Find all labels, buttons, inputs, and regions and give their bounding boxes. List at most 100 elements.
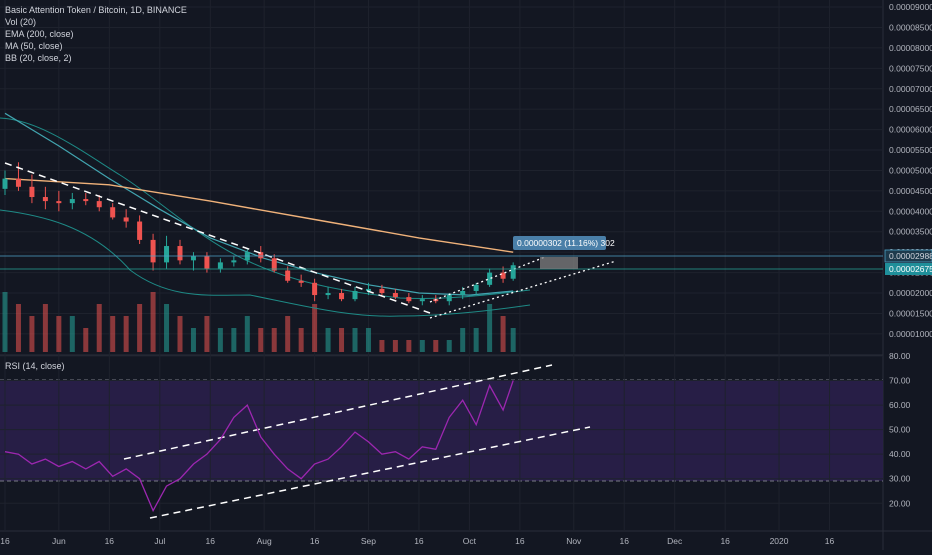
price-tick-label: 0.00005500 bbox=[889, 145, 932, 155]
last-price-tag bbox=[885, 263, 932, 275]
candle-body bbox=[56, 201, 62, 204]
trendline-channel-upper[interactable] bbox=[429, 256, 546, 303]
volume-bar bbox=[473, 328, 479, 352]
price-tick-label: 0.00008000 bbox=[889, 43, 932, 53]
candle-body bbox=[379, 288, 385, 294]
volume-series bbox=[2, 292, 516, 352]
price-tick-label: 0.00007000 bbox=[889, 84, 932, 94]
legend-volume[interactable]: Vol (20) bbox=[5, 17, 37, 27]
time-tick-label: Jun bbox=[52, 536, 66, 546]
time-axis[interactable]: 16 Jun 16 Jul 16 Aug 16 Sep 16 Oct 16 Nov 16 Dec 16 202… bbox=[0, 536, 834, 546]
candle-body bbox=[190, 256, 196, 261]
measure-box[interactable] bbox=[540, 257, 578, 269]
legend-bb[interactable]: BB (20, close, 2) bbox=[5, 53, 72, 63]
volume-bar bbox=[312, 304, 318, 352]
time-tick-label: 16 bbox=[105, 536, 115, 546]
volume-bar bbox=[446, 340, 452, 352]
rsi-band bbox=[0, 380, 883, 481]
price-tick-label: 0.00002000 bbox=[889, 288, 932, 298]
price-axis[interactable]: 0.00009000 0.00008500 0.00008000 0.00007500… bbox=[889, 2, 932, 339]
volume-bar bbox=[29, 316, 35, 352]
candle-body bbox=[473, 284, 479, 291]
candle-body bbox=[500, 272, 506, 279]
rsi-legend[interactable]: RSI (14, close) bbox=[5, 361, 65, 371]
volume-bar bbox=[325, 328, 331, 352]
rsi-tick-label: 40.00 bbox=[889, 449, 911, 459]
candle-body bbox=[204, 256, 210, 269]
crosshair-price-label: 0.00002988 bbox=[889, 251, 932, 261]
trendline-descending[interactable] bbox=[4, 162, 431, 314]
candle-body bbox=[365, 288, 371, 291]
volume-bar bbox=[406, 340, 412, 352]
time-tick-label: Oct bbox=[463, 536, 477, 546]
volume-bar bbox=[164, 304, 170, 352]
chart-legend: Basic Attention Token / Bitcoin, 1D, BIN… bbox=[5, 4, 187, 64]
time-tick-label: Jul bbox=[154, 536, 165, 546]
candle-body bbox=[285, 270, 291, 281]
candle-body bbox=[164, 246, 170, 263]
volume-bar bbox=[339, 328, 345, 352]
candle-body bbox=[406, 297, 412, 302]
time-tick-label: 2020 bbox=[770, 536, 789, 546]
candle-body bbox=[312, 282, 318, 296]
bb-upper-line bbox=[0, 117, 531, 300]
legend-ema[interactable]: EMA (200, close) bbox=[5, 29, 74, 39]
candle-body bbox=[231, 260, 237, 263]
candle-body bbox=[271, 258, 277, 271]
time-tick-label: Nov bbox=[566, 536, 582, 546]
candle-body bbox=[29, 186, 35, 198]
price-tick-label: 0.00006500 bbox=[889, 104, 932, 114]
candle-body bbox=[2, 178, 8, 189]
rsi-trendline-lower[interactable] bbox=[149, 426, 591, 519]
bb-lower-line bbox=[0, 209, 531, 317]
volume-bar bbox=[15, 304, 21, 352]
time-tick-label: 16 bbox=[825, 536, 835, 546]
bollinger-bands bbox=[0, 117, 531, 317]
measure-label: 0.00000302 (11.16%) 302 bbox=[517, 238, 615, 248]
grid bbox=[0, 0, 883, 531]
volume-bar bbox=[190, 328, 196, 352]
time-tick-label: 16 bbox=[206, 536, 216, 546]
time-tick-label: 16 bbox=[310, 536, 320, 546]
candle-body bbox=[83, 199, 89, 202]
measure-label-box bbox=[513, 236, 606, 250]
volume-bar bbox=[244, 316, 250, 352]
price-tick-label: 0.00005000 bbox=[889, 165, 932, 175]
price-tick-label: 0.00001000 bbox=[889, 329, 932, 339]
volume-bar bbox=[419, 340, 425, 352]
candle-body bbox=[69, 199, 75, 204]
volume-bar bbox=[510, 328, 516, 352]
rsi-tick-label: 30.00 bbox=[889, 474, 911, 484]
rsi-tick-label: 50.00 bbox=[889, 425, 911, 435]
rsi-axis[interactable]: 80.00 70.00 60.00 50.00 40.00 30.00 20.00 bbox=[889, 351, 911, 508]
rsi-tick-label: 70.00 bbox=[889, 376, 911, 386]
candle-body bbox=[258, 252, 264, 259]
volume-bar bbox=[487, 304, 493, 352]
candle-body bbox=[217, 262, 223, 269]
candle-body bbox=[177, 246, 183, 261]
price-tick-label: 0.00008500 bbox=[889, 22, 932, 32]
volume-bar bbox=[392, 340, 398, 352]
chart-title[interactable]: Basic Attention Token / Bitcoin, 1D, BIN… bbox=[5, 5, 187, 15]
candle-body bbox=[510, 265, 516, 279]
volume-bar bbox=[500, 316, 506, 352]
candle-body bbox=[298, 280, 304, 283]
rsi-trendline-upper[interactable] bbox=[123, 364, 553, 460]
last-price-label: 0.00002675 bbox=[889, 264, 932, 274]
candle-body bbox=[460, 290, 466, 296]
legend-ma[interactable]: MA (50, close) bbox=[5, 41, 63, 51]
price-tick-label: 0.00007500 bbox=[889, 63, 932, 73]
volume-bar bbox=[271, 328, 277, 352]
candle-body bbox=[325, 293, 331, 296]
candle-body bbox=[137, 221, 143, 240]
volume-bar bbox=[433, 340, 439, 352]
candle-body bbox=[352, 290, 358, 300]
volume-bar bbox=[177, 316, 183, 352]
volume-bar bbox=[204, 316, 210, 352]
volume-bar bbox=[2, 292, 8, 352]
time-tick-label: 16 bbox=[515, 536, 525, 546]
rsi-tick-label: 60.00 bbox=[889, 400, 911, 410]
candle-body bbox=[487, 272, 493, 285]
time-tick-label: 16 bbox=[619, 536, 629, 546]
